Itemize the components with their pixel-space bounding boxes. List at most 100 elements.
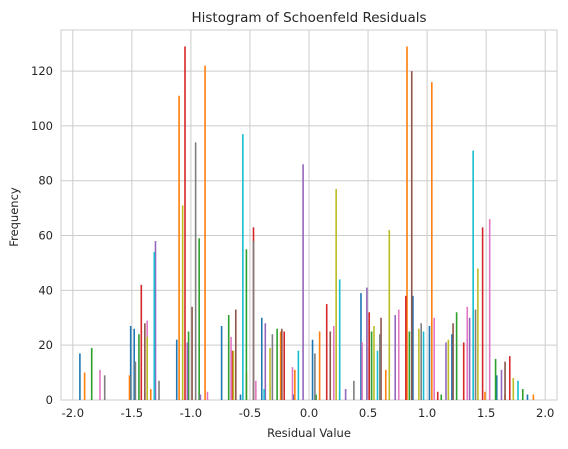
histogram-bar <box>526 394 529 400</box>
histogram-bar <box>447 339 450 400</box>
histogram-bar <box>333 326 335 400</box>
y-tick-label: 120 <box>31 64 53 78</box>
histogram-bar <box>431 82 433 401</box>
histogram-bar <box>292 394 295 400</box>
histogram-bar <box>368 312 371 400</box>
histogram-bar <box>128 375 131 400</box>
histogram-bar <box>335 188 337 400</box>
histogram-bar <box>379 334 381 400</box>
x-tick-label: -1.0 <box>180 406 202 420</box>
histogram-bar <box>477 268 479 400</box>
histogram-bar <box>517 380 519 400</box>
x-tick-labels: -2.0 -1.5 -1.0 -0.5 0.0 0.5 1.0 1.5 2.0 <box>62 406 555 420</box>
histogram-bar <box>370 331 373 400</box>
histogram-bar <box>264 323 267 400</box>
histogram-bar <box>532 394 535 400</box>
y-tick-label: 80 <box>38 174 53 188</box>
histogram-bar <box>481 227 484 400</box>
histogram-bar <box>239 394 242 400</box>
histogram-bar <box>504 361 506 400</box>
histogram-bar <box>199 394 202 400</box>
histogram-bar <box>133 328 136 400</box>
y-tick-label: 0 <box>46 393 53 407</box>
histogram-bar <box>138 334 140 400</box>
histogram-bar <box>436 391 439 400</box>
histogram-bar <box>245 249 248 400</box>
histogram-bar <box>302 164 304 400</box>
histogram-bar <box>276 328 278 400</box>
histogram-bar <box>242 134 244 401</box>
histogram-bar <box>154 241 157 400</box>
histogram-bar <box>134 361 137 400</box>
x-tick-label: -0.5 <box>239 406 261 420</box>
chart-title: Histogram of Schoenfeld Residuals <box>191 10 426 26</box>
histogram-bar <box>373 326 375 400</box>
histogram-bar <box>455 312 458 400</box>
histogram-bar <box>271 334 274 400</box>
histogram-bar <box>521 389 524 400</box>
histogram-bar <box>406 46 408 400</box>
histogram-bar <box>353 380 355 400</box>
histogram-bar <box>311 339 314 400</box>
histogram-bar <box>488 219 491 400</box>
histogram-bar <box>79 353 81 400</box>
y-tick-label: 60 <box>38 229 53 243</box>
histogram-bar <box>315 394 317 400</box>
histogram-bar <box>220 326 223 400</box>
x-tick-label: 0.5 <box>359 406 377 420</box>
histogram-bar <box>263 389 265 400</box>
histogram-bar <box>408 331 411 400</box>
histogram-bar <box>231 350 234 400</box>
histogram-bar <box>394 315 397 400</box>
histogram-bar <box>146 336 149 400</box>
histogram-bar <box>186 342 189 400</box>
y-tick-label: 40 <box>38 283 53 297</box>
y-axis-label: Frequency <box>7 187 21 247</box>
histogram-bar <box>194 142 197 401</box>
histogram-bar <box>318 331 321 400</box>
histogram-bar <box>206 391 209 400</box>
histogram-bar <box>384 369 387 400</box>
x-tick-label: 1.0 <box>418 406 436 420</box>
histogram-bar <box>99 369 101 400</box>
histogram-bar <box>440 394 443 400</box>
histogram-bar <box>452 323 454 400</box>
grid-lines <box>60 29 558 401</box>
histogram-bar <box>204 65 206 400</box>
histogram-bar <box>420 323 422 400</box>
histogram-bar <box>191 306 193 400</box>
histogram-bar <box>494 358 497 400</box>
histogram-bar <box>428 326 431 400</box>
x-tick-label: -1.5 <box>121 406 143 420</box>
histogram-bar <box>397 309 400 400</box>
histogram-bar <box>252 241 255 400</box>
histogram-bar <box>329 331 332 400</box>
histogram-bar <box>412 295 414 400</box>
histogram-bar <box>129 326 132 400</box>
histogram-bar <box>230 336 232 400</box>
histogram-bar <box>474 309 477 400</box>
histogram-bar <box>181 205 184 400</box>
histogram-bar <box>153 252 156 400</box>
histogram-bar <box>144 323 146 400</box>
histogram-bar <box>178 95 180 401</box>
histogram-bar <box>495 375 498 400</box>
y-tick-labels: 0 20 40 60 80 100 120 <box>31 64 53 407</box>
x-axis-label: Residual Value <box>267 426 351 440</box>
histogram-bar <box>376 350 379 400</box>
histogram-bar <box>90 347 93 400</box>
histogram-bar <box>198 238 200 400</box>
histogram-bar <box>366 287 368 400</box>
histogram-bar <box>255 380 257 400</box>
histogram-bar <box>103 375 106 400</box>
histogram-bar <box>451 334 453 400</box>
histogram-bar <box>445 342 447 400</box>
histogram-bar <box>433 317 435 400</box>
histogram-bar <box>184 46 186 400</box>
histogram-bar <box>380 317 382 400</box>
histogram-bar <box>283 331 285 400</box>
histogram-bar <box>512 378 515 400</box>
histogram-bar <box>281 328 283 400</box>
histogram-bar <box>158 380 160 400</box>
